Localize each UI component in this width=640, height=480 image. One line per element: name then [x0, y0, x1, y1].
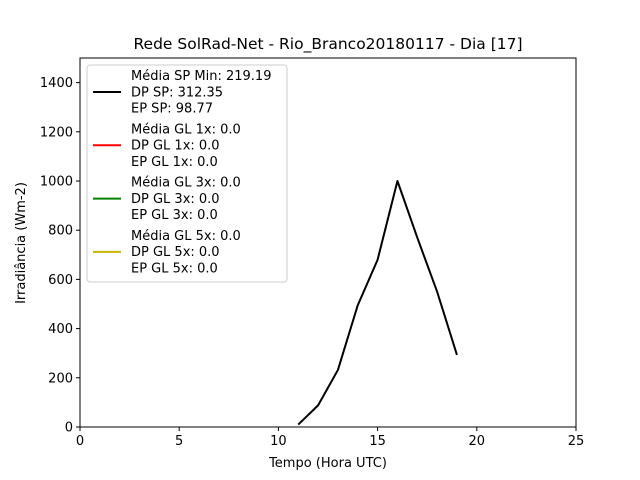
series-line-sp	[297, 180, 458, 426]
y-axis-label: Irradiância (Wm-2)	[14, 182, 29, 304]
axes-layer: 0 5 10 15 20 25 0 200 400 600 800 1000 1200 1400	[40, 76, 584, 449]
legend-label-gl-5x: Média GL 5x: 0.0	[131, 229, 241, 244]
legend-label-gl-1x: DP GL 1x: 0.0	[131, 139, 220, 154]
y-tick-label: 0	[65, 421, 73, 436]
y-tick-label: 200	[48, 371, 73, 386]
legend-label-gl-1x: Média GL 1x: 0.0	[131, 122, 241, 137]
legend-label-gl-3x: DP GL 3x: 0.0	[131, 192, 220, 207]
x-tick-label: 10	[270, 434, 287, 449]
x-tick-label: 25	[568, 434, 585, 449]
plot-frame	[79, 57, 577, 428]
legend-label-gl-3x: Média GL 3x: 0.0	[131, 176, 241, 191]
x-tick-label: 5	[175, 434, 183, 449]
y-tick-label: 1000	[40, 175, 73, 190]
y-tick-label: 400	[48, 322, 73, 337]
legend-label-gl-3x: EP GL 3x: 0.0	[131, 208, 218, 223]
x-tick-label: 20	[469, 434, 486, 449]
legend-label-sp: DP SP: 312.35	[131, 85, 223, 100]
y-tick-label: 600	[48, 273, 73, 288]
legend-label-gl-1x: EP GL 1x: 0.0	[131, 155, 218, 170]
chart-title: Rede SolRad-Net - Rio_Branco20180117 - D…	[133, 35, 522, 54]
legend-label-sp: Média SP Min: 219.19	[131, 69, 271, 84]
legend-label-gl-5x: DP GL 5x: 0.0	[131, 245, 220, 260]
legend-label-sp: EP SP: 98.77	[131, 102, 213, 117]
y-tick-label: 1400	[40, 76, 73, 91]
y-tick-label: 800	[48, 224, 73, 239]
x-axis-label: Tempo (Hora UTC)	[268, 456, 387, 471]
legend-label-gl-5x: EP GL 5x: 0.0	[131, 262, 218, 277]
legend-box	[86, 64, 288, 283]
series-layer	[297, 180, 458, 426]
x-tick-label: 15	[369, 434, 386, 449]
y-tick-label: 1200	[40, 125, 73, 140]
x-tick-label: 0	[76, 434, 84, 449]
